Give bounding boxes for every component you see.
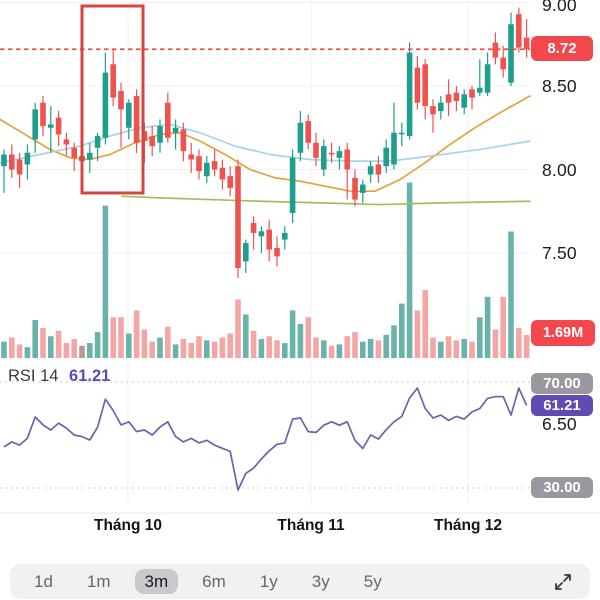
rsi-indicator-value: 61.21 [69, 367, 111, 385]
range-button-3y[interactable]: 3y [311, 572, 330, 591]
month-label-december: Tháng 12 [433, 517, 503, 534]
range-button-6m[interactable]: 6m [202, 572, 226, 591]
rsi-layer [0, 381, 530, 491]
range-button-1m[interactable]: 1m [86, 572, 111, 591]
range-button-1d[interactable]: 1d [34, 572, 53, 591]
annotation-box [80, 4, 145, 195]
price-tick-850: 8.50 [542, 76, 577, 96]
candlestick-chart-canvas[interactable] [0, 0, 600, 514]
rsi-value-badge: 61.21 [531, 395, 593, 416]
rsi-lower-band-badge: 30.00 [531, 477, 593, 498]
volume-bars [1, 182, 530, 358]
volume-badge: 1.69M [531, 320, 595, 346]
time-range-toolbar: 1d 1m 3m 6m 1y 3y 5y [10, 564, 590, 599]
expand-arrows-icon [555, 573, 571, 590]
range-button-5y[interactable]: 5y [363, 572, 382, 591]
month-label-october: Tháng 10 [93, 517, 163, 534]
price-tick-750: 7.50 [542, 243, 577, 263]
grid-layer [0, 0, 530, 505]
price-tick-900: 9.00 [542, 0, 577, 15]
rsi-indicator-label: RSI 14 [8, 367, 59, 385]
rsi-caption: RSI 14 61.21 [8, 366, 110, 386]
current-price-badge: 8.72 [531, 36, 593, 61]
fullscreen-expand-button[interactable] [550, 569, 576, 595]
price-tick-800: 8.00 [542, 160, 577, 180]
range-button-3m[interactable]: 3m [134, 569, 179, 594]
month-label-november: Tháng 11 [277, 517, 345, 534]
price-tick-650: 6.50 [542, 414, 577, 434]
range-button-1y[interactable]: 1y [259, 572, 278, 591]
rsi-upper-band-badge: 70.00 [531, 373, 593, 394]
candles-layer [1, 7, 530, 279]
ma-lines [0, 95, 531, 206]
